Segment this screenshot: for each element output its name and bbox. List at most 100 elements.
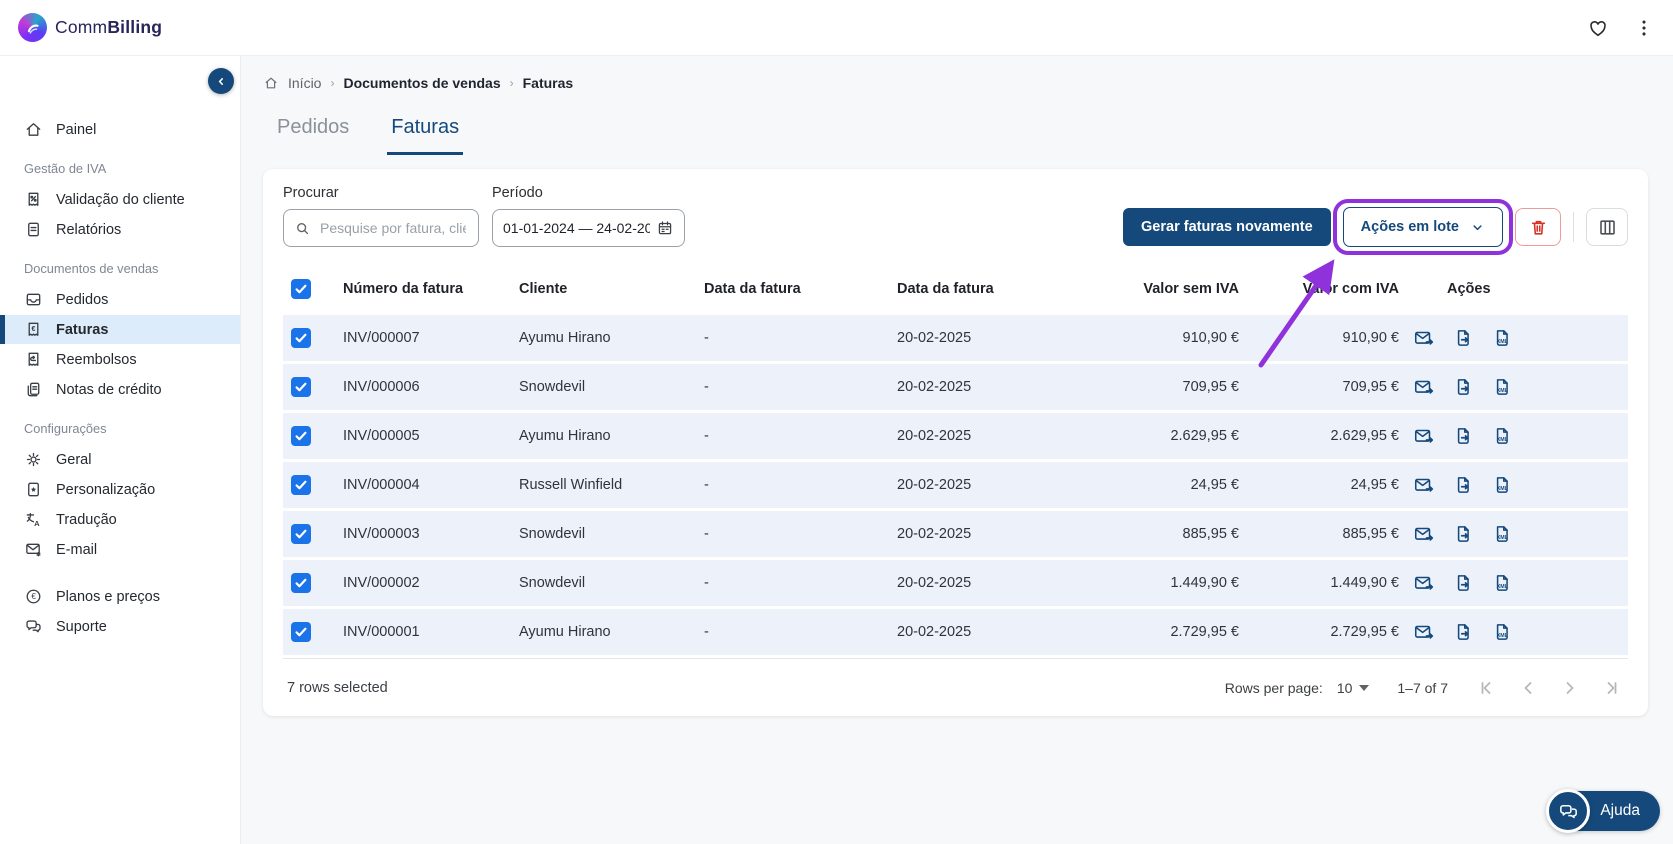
cell-actions: XML — [1403, 376, 1628, 398]
cell-client: Ayumu Hirano — [519, 624, 611, 640]
sidebar-item-geral[interactable]: Geral — [0, 445, 240, 474]
column-header-invoice-number[interactable]: Número da fatura — [343, 281, 464, 297]
table-row[interactable]: INV/000007 Ayumu Hirano - 20-02-2025 910… — [283, 315, 1628, 364]
app-logo[interactable]: CommBilling — [18, 13, 162, 42]
rows-per-page-select[interactable]: 10 — [1337, 680, 1370, 696]
kebab-menu-icon[interactable] — [1633, 17, 1655, 39]
receipt-refund-icon — [24, 350, 43, 369]
svg-text:€: € — [32, 325, 36, 333]
breadcrumb-item-documentos[interactable]: Documentos de vendas — [343, 75, 501, 91]
cell-invoice-number: INV/000001 — [343, 624, 420, 640]
send-invoice-email-button[interactable] — [1413, 376, 1435, 398]
table-body: INV/000007 Ayumu Hirano - 20-02-2025 910… — [283, 315, 1628, 658]
svg-text:XML: XML — [1497, 388, 1509, 394]
sidebar-item-personalizacao[interactable]: Personalização — [0, 475, 240, 504]
sidebar-item-notas-de-credito[interactable]: Notas de crédito — [0, 375, 240, 404]
tab-pedidos[interactable]: Pedidos — [277, 116, 350, 138]
download-invoice-xml-button[interactable]: XML — [1491, 621, 1513, 643]
breadcrumb: Início › Documentos de vendas › Faturas — [263, 75, 1648, 91]
download-invoice-xml-button[interactable]: XML — [1491, 327, 1513, 349]
translate-icon: A — [24, 510, 43, 529]
search-input[interactable] — [318, 219, 468, 237]
bulk-actions-wrap: Ações em lote — [1258, 199, 1513, 368]
favorites-heart-icon[interactable] — [1587, 17, 1609, 39]
previous-page-button[interactable] — [1518, 678, 1538, 698]
first-page-button[interactable] — [1476, 678, 1496, 698]
sidebar-item-label: Suporte — [56, 618, 107, 635]
sidebar-item-faturas[interactable]: € Faturas — [0, 315, 240, 344]
row-checkbox[interactable] — [291, 327, 311, 348]
download-invoice-xml-button[interactable]: XML — [1491, 376, 1513, 398]
sidebar-collapse-button[interactable] — [208, 68, 234, 94]
help-button[interactable]: Ajuda — [1546, 789, 1660, 833]
send-invoice-email-button[interactable] — [1413, 523, 1435, 545]
column-header-invoice-date[interactable]: Data da fatura — [704, 281, 801, 297]
regenerate-invoices-button[interactable]: Gerar faturas novamente — [1123, 208, 1331, 246]
sidebar-nav: Painel Gestão de IVA Validação do client… — [0, 98, 240, 641]
download-invoice-xml-button[interactable]: XML — [1491, 425, 1513, 447]
toolbar-divider — [1573, 212, 1574, 242]
export-invoice-button[interactable] — [1452, 376, 1474, 398]
chevron-down-icon — [1470, 220, 1485, 235]
sidebar-item-painel[interactable]: Painel — [0, 115, 240, 144]
send-invoice-email-button[interactable] — [1413, 621, 1435, 643]
column-header-invoice-date-2[interactable]: Data da fatura — [897, 281, 994, 297]
download-invoice-xml-button[interactable]: XML — [1491, 572, 1513, 594]
period-input[interactable]: 01-01-2024 — 24-02-202 — [492, 209, 685, 247]
table-row[interactable]: INV/000004 Russell Winfield - 20-02-2025… — [283, 462, 1628, 511]
sidebar-item-relatorios[interactable]: Relatórios — [0, 215, 240, 244]
download-invoice-xml-button[interactable]: XML — [1491, 523, 1513, 545]
row-checkbox[interactable] — [291, 621, 311, 642]
calendar-icon — [656, 219, 674, 237]
sidebar-item-suporte[interactable]: Suporte — [0, 612, 240, 641]
breadcrumb-item-faturas[interactable]: Faturas — [522, 75, 574, 91]
sidebar-item-label: E-mail — [56, 541, 98, 558]
column-header-client[interactable]: Cliente — [519, 281, 568, 297]
cell-value-without-vat: 24,95 € — [1190, 477, 1239, 493]
row-checkbox[interactable] — [291, 425, 311, 446]
send-invoice-email-button[interactable] — [1413, 572, 1435, 594]
select-all-checkbox[interactable] — [291, 278, 311, 299]
export-invoice-button[interactable] — [1452, 523, 1474, 545]
sidebar-item-validacao-do-cliente[interactable]: Validação do cliente — [0, 185, 240, 214]
delete-selected-button[interactable] — [1515, 208, 1561, 246]
table-row[interactable]: INV/000006 Snowdevil - 20-02-2025 709,95… — [283, 364, 1628, 413]
receipt-euro-icon: € — [24, 320, 43, 339]
svg-text:XML: XML — [1497, 535, 1509, 541]
cell-value-with-vat: 1.449,90 € — [1330, 575, 1399, 591]
send-invoice-email-button[interactable] — [1413, 425, 1435, 447]
export-invoice-button[interactable] — [1452, 425, 1474, 447]
sidebar-item-e-mail[interactable]: E-mail — [0, 535, 240, 564]
export-invoice-button[interactable] — [1452, 621, 1474, 643]
row-checkbox[interactable] — [291, 376, 311, 397]
sidebar-item-reembolsos[interactable]: Reembolsos — [0, 345, 240, 374]
tab-faturas[interactable]: Faturas — [387, 116, 464, 155]
last-page-button[interactable] — [1602, 678, 1622, 698]
breadcrumb-item-inicio[interactable]: Início — [288, 75, 322, 91]
doc-star-icon — [24, 480, 43, 499]
send-invoice-email-button[interactable] — [1413, 474, 1435, 496]
columns-settings-button[interactable] — [1586, 208, 1628, 246]
svg-text:€: € — [31, 592, 36, 601]
export-invoice-button[interactable] — [1452, 572, 1474, 594]
table-row[interactable]: INV/000005 Ayumu Hirano - 20-02-2025 2.6… — [283, 413, 1628, 462]
sidebar-section-title: Documentos de vendas — [24, 261, 159, 276]
column-header-value-with-vat[interactable]: Valor com IVA — [1302, 281, 1399, 297]
row-checkbox[interactable] — [291, 474, 311, 495]
row-checkbox[interactable] — [291, 572, 311, 593]
table-row[interactable]: INV/000002 Snowdevil - 20-02-2025 1.449,… — [283, 560, 1628, 609]
sidebar-item-traducao[interactable]: A Tradução — [0, 505, 240, 534]
bulk-actions-button[interactable]: Ações em lote — [1342, 207, 1503, 247]
table-row[interactable]: INV/000001 Ayumu Hirano - 20-02-2025 2.7… — [283, 609, 1628, 658]
sidebar-item-pedidos[interactable]: Pedidos — [0, 285, 240, 314]
column-header-value-without-vat[interactable]: Valor sem IVA — [1143, 281, 1239, 297]
table-row[interactable]: INV/000003 Snowdevil - 20-02-2025 885,95… — [283, 511, 1628, 560]
row-checkbox[interactable] — [291, 523, 311, 544]
download-invoice-xml-button[interactable]: XML — [1491, 474, 1513, 496]
next-page-button[interactable] — [1560, 678, 1580, 698]
export-invoice-button[interactable] — [1452, 327, 1474, 349]
export-invoice-button[interactable] — [1452, 474, 1474, 496]
breadcrumb-separator: › — [330, 76, 335, 90]
send-invoice-email-button[interactable] — [1413, 327, 1435, 349]
sidebar-item-planos-e-precos[interactable]: € Planos e preços — [0, 582, 240, 611]
